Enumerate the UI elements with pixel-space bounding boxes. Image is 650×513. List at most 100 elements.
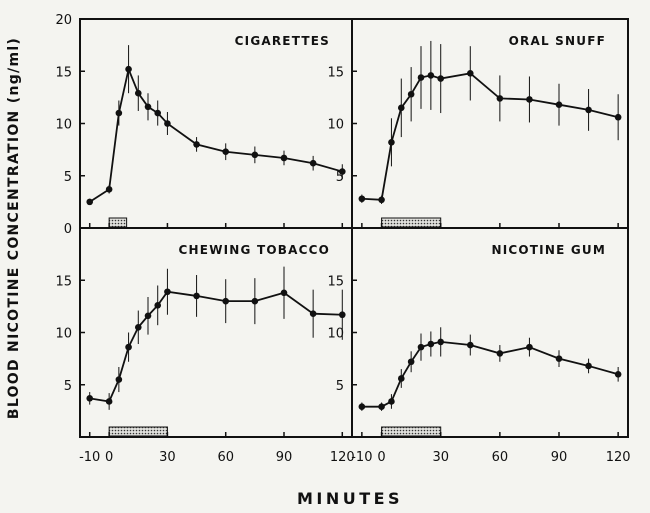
series-line-cigarettes (89, 66, 343, 203)
data-point (86, 395, 94, 402)
data-point (358, 195, 366, 203)
y-tick-label: 20 (55, 13, 72, 28)
data-point (193, 292, 200, 300)
data-point (338, 168, 346, 175)
y-tick-label: 5 (336, 379, 344, 394)
x-tick-label: 30 (159, 450, 176, 465)
data-point (251, 151, 259, 159)
data-point (585, 362, 592, 370)
data-point (496, 95, 504, 102)
panel-title-cigarettes: CIGARETTES (235, 34, 330, 48)
data-point (125, 343, 132, 351)
y-tick-label: 10 (55, 327, 72, 342)
data-point (134, 323, 142, 331)
data-point (388, 139, 395, 146)
panels: CIGARETTES ORAL SNUFF CHEWING TOBACCO NICOT… (86, 34, 622, 437)
panel-nicotine-gum: NICOTINE GUM (358, 243, 622, 437)
data-point (417, 343, 425, 351)
data-point (397, 104, 405, 112)
data-point (251, 297, 259, 305)
data-point (407, 358, 415, 366)
data-point (280, 289, 288, 297)
y-tick-label: 0 (64, 222, 72, 237)
data-point (115, 376, 123, 383)
y-tick-label: 15 (327, 65, 344, 80)
exposure-bar (108, 217, 128, 228)
data-point (115, 109, 123, 117)
exposure-bar (381, 217, 442, 228)
data-point (555, 101, 563, 108)
y-tick-label: 5 (336, 170, 344, 185)
panel-cigarettes: CIGARETTES (86, 34, 346, 228)
data-point (437, 338, 445, 346)
data-point (466, 341, 474, 349)
data-point (526, 96, 533, 103)
data-point (466, 70, 474, 77)
x-axis-label: MINUTES (297, 489, 403, 508)
data-point (437, 75, 445, 82)
data-point (388, 398, 395, 405)
data-point (309, 159, 317, 167)
data-point (338, 311, 346, 319)
data-point (358, 403, 366, 410)
data-point (105, 186, 113, 193)
figure-frame (79, 18, 629, 438)
data-point (86, 198, 94, 206)
data-point (309, 310, 317, 317)
x-tick-label: -10 (79, 450, 100, 465)
data-point (417, 74, 425, 81)
y-axis-label: BLOOD NICOTINE CONCENTRATION (ng/ml) (6, 37, 22, 419)
data-point (222, 148, 230, 156)
data-point (555, 355, 563, 362)
data-point (378, 403, 385, 410)
data-point (427, 340, 435, 348)
y-tick-label: 10 (327, 118, 344, 133)
x-tick-label: 0 (105, 450, 113, 465)
data-point (614, 113, 622, 121)
data-point (164, 120, 171, 127)
y-tick-label: 5 (64, 170, 72, 185)
data-point (496, 350, 504, 357)
series-line-oral-snuff (361, 72, 619, 201)
data-point (280, 154, 288, 162)
y-tick-label: 10 (327, 327, 344, 342)
y-tick-label: 15 (55, 274, 72, 289)
data-point (526, 343, 533, 351)
x-tick-label: 120 (606, 450, 631, 465)
x-tick-label: 0 (377, 450, 385, 465)
data-point (222, 297, 230, 305)
data-point (614, 371, 622, 378)
y-tick-label: 5 (64, 379, 72, 394)
y-tick-label: 10 (55, 118, 72, 133)
data-point (105, 398, 113, 405)
data-point (427, 72, 435, 79)
data-point (134, 89, 142, 97)
data-point (154, 302, 162, 309)
exposure-bar (381, 426, 442, 437)
data-point (407, 90, 415, 98)
data-point (144, 312, 152, 320)
series-line-chewing-tobacco (89, 290, 343, 403)
data-point (585, 106, 592, 114)
panel-title-nicotine-gum: NICOTINE GUM (491, 243, 606, 257)
series-line-nicotine-gum (361, 340, 619, 408)
data-point (378, 196, 385, 204)
data-point (144, 103, 152, 111)
data-point (193, 141, 200, 148)
x-tick-label: 90 (551, 450, 568, 465)
axes: -10 0 30 60 90 120-10 0 30 60 90 12005101520510155… (55, 13, 630, 465)
y-tick-label: 15 (327, 274, 344, 289)
panel-oral-snuff: ORAL SNUFF (358, 34, 622, 228)
data-point (164, 288, 171, 296)
x-tick-label: 30 (432, 450, 449, 465)
y-tick-label: 15 (55, 65, 72, 80)
panel-title-oral-snuff: ORAL SNUFF (509, 34, 606, 48)
x-tick-label: 90 (276, 450, 293, 465)
x-tick-label: 60 (492, 450, 509, 465)
panel-title-chewing-tobacco: CHEWING TOBACCO (179, 243, 330, 257)
x-tick-label: -10 (351, 450, 372, 465)
data-point (154, 109, 162, 117)
x-tick-label: 60 (217, 450, 234, 465)
exposure-bar (108, 426, 168, 437)
